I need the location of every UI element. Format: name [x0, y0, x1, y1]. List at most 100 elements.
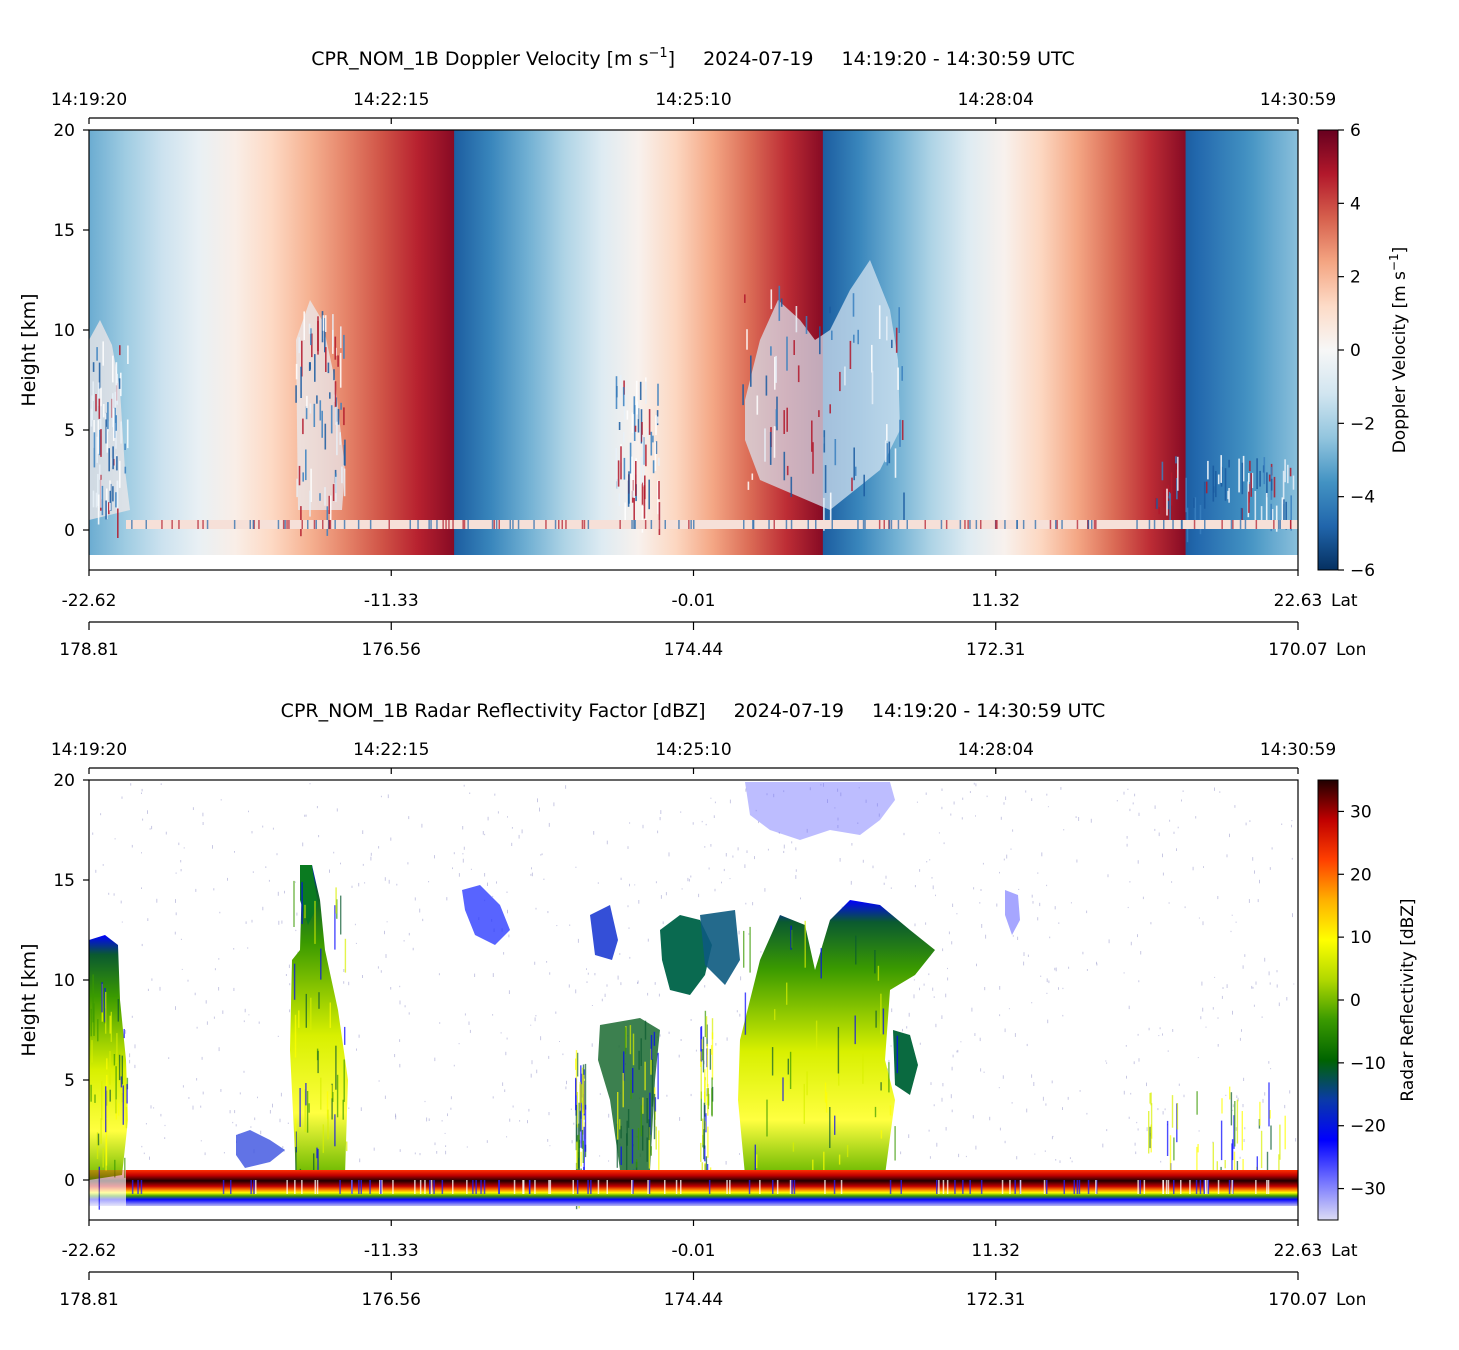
- reflectivity-echo-streak: [792, 1142, 795, 1152]
- reflectivity-echo-streak: [583, 1126, 585, 1175]
- reflectivity-noise-speck: [951, 941, 953, 945]
- reflectivity-noise-speck: [487, 816, 489, 821]
- reflectivity-surface-streak: [430, 1180, 433, 1194]
- reflectivity-noise-speck: [559, 1041, 560, 1042]
- reflectivity-noise-speck: [408, 816, 410, 820]
- reflectivity-echo-streak: [109, 1089, 111, 1102]
- reflectivity-noise-speck: [540, 854, 542, 856]
- reflectivity-noise-speck: [778, 831, 780, 834]
- reflectivity-noise-speck: [218, 1047, 220, 1052]
- reflectivity-noise-speck: [1016, 1156, 1018, 1160]
- doppler-echo-streak: [894, 448, 897, 478]
- doppler-surface-streak: [587, 520, 590, 529]
- reflectivity-surface-streak: [1205, 1180, 1207, 1194]
- reflectivity-noise-speck: [1271, 847, 1273, 850]
- reflectivity-lon-axis: 178.81 176.56 174.44 172.31 170.07 Lon: [59, 1271, 1366, 1310]
- reflectivity-noise-speck: [174, 931, 176, 935]
- reflectivity-noise-speck: [1237, 1097, 1239, 1102]
- reflectivity-noise-speck: [601, 998, 603, 1002]
- reflectivity-noise-speck: [269, 1110, 271, 1114]
- reflectivity-noise-speck: [891, 1008, 893, 1013]
- lon-tick-label: 176.56: [362, 640, 421, 660]
- reflectivity-echo-streak: [874, 950, 876, 974]
- reflectivity-echo-streak: [581, 1067, 584, 1113]
- reflectivity-noise-speck: [1031, 1002, 1033, 1004]
- reflectivity-echo-streak: [584, 1063, 587, 1110]
- reflectivity-noise-speck: [679, 1117, 681, 1121]
- reflectivity-echo-streak: [318, 992, 320, 1009]
- reflectivity-surface-streak: [1087, 1180, 1090, 1194]
- doppler-surface-streak: [1193, 520, 1196, 529]
- reflectivity-surface-streak: [369, 1180, 371, 1194]
- reflectivity-surface-streak: [962, 1180, 964, 1194]
- reflectivity-echo-streak: [782, 1077, 784, 1102]
- reflectivity-echo-streak: [644, 1061, 646, 1091]
- doppler-echo-streak: [1256, 458, 1258, 489]
- doppler-echo-streak: [756, 395, 759, 415]
- doppler-echo-streak: [115, 492, 117, 508]
- reflectivity-echo-streak: [106, 1074, 108, 1119]
- reflectivity-noise-speck: [586, 968, 587, 970]
- reflectivity-echo-streak: [786, 982, 788, 1005]
- reflectivity-noise-speck: [975, 815, 976, 817]
- reflectivity-surface-streak: [1076, 1180, 1079, 1194]
- doppler-echo-streak: [91, 395, 93, 421]
- reflectivity-colorbar-gradient: [1317, 779, 1339, 1221]
- doppler-echo-streak: [329, 392, 331, 399]
- doppler-echo-streak: [786, 465, 789, 476]
- reflectivity-noise-speck: [277, 891, 279, 896]
- reflectivity-noise-speck: [536, 1069, 538, 1074]
- reflectivity-noise-speck: [569, 924, 571, 926]
- reflectivity-surface-streak: [969, 1180, 971, 1194]
- reflectivity-noise-speck: [1142, 896, 1144, 900]
- reflectivity-noise-speck: [1160, 1160, 1162, 1163]
- reflectivity-noise-speck: [1049, 936, 1051, 939]
- reflectivity-noise-speck: [414, 1152, 416, 1155]
- doppler-surface-streak: [807, 520, 809, 529]
- reflectivity-noise-speck: [760, 951, 762, 953]
- reflectivity-echo-streak: [882, 1008, 885, 1035]
- reflectivity-echo-streak: [118, 1054, 121, 1081]
- doppler-echo-streak: [124, 443, 126, 450]
- reflectivity-noise-speck: [976, 963, 977, 967]
- reflectivity-echo-streak: [344, 938, 347, 973]
- reflectivity-noise-speck: [1004, 1028, 1006, 1033]
- doppler-surface-streak: [131, 520, 133, 529]
- reflectivity-noise-speck: [902, 1028, 903, 1032]
- doppler-echo-streak: [1193, 497, 1195, 508]
- reflectivity-noise-speck: [233, 987, 235, 991]
- reflectivity-noise-speck: [428, 881, 430, 883]
- doppler-echo-streak: [824, 465, 827, 493]
- reflectivity-noise-speck: [227, 877, 228, 881]
- doppler-echo-streak: [871, 344, 873, 373]
- reflectivity-noise-speck: [362, 863, 364, 866]
- doppler-echo-streak: [1199, 504, 1202, 535]
- reflectivity-echo-streak: [342, 1099, 344, 1120]
- reflectivity-echo-streak: [626, 1133, 628, 1172]
- reflectivity-echo-streak: [702, 1049, 704, 1061]
- doppler-surface-streak: [301, 520, 303, 529]
- reflectivity-echo-streak: [1221, 1098, 1223, 1114]
- reflectivity-noise-speck: [1202, 921, 1204, 926]
- reflectivity-noise-speck: [565, 1086, 567, 1090]
- reflectivity-noise-speck: [715, 1043, 717, 1046]
- doppler-echo-streak: [329, 495, 332, 525]
- reflectivity-surface-streak: [1001, 1180, 1004, 1194]
- reflectivity-noise-speck: [723, 868, 725, 872]
- reflectivity-noise-speck: [941, 1097, 943, 1102]
- reflectivity-echo-streak: [638, 1050, 640, 1070]
- reflectivity-echo-streak: [650, 1146, 652, 1156]
- reflectivity-noise-speck: [986, 795, 988, 798]
- reflectivity-noise-speck: [571, 1140, 573, 1144]
- reflectivity-echo-streak: [317, 1050, 319, 1074]
- reflectivity-echo-streak: [888, 1062, 890, 1093]
- doppler-echo-streak: [886, 424, 888, 441]
- reflectivity-noise-speck: [1232, 1010, 1233, 1015]
- reflectivity-noise-speck: [218, 958, 220, 960]
- reflectivity-noise-speck: [1162, 872, 1164, 876]
- doppler-echo-streak: [1275, 505, 1278, 532]
- reflectivity-noise-speck: [806, 828, 808, 833]
- reflectivity-noise-speck: [1137, 1128, 1139, 1131]
- doppler-echo-streak: [332, 484, 335, 501]
- reflectivity-surface-streak: [360, 1180, 362, 1194]
